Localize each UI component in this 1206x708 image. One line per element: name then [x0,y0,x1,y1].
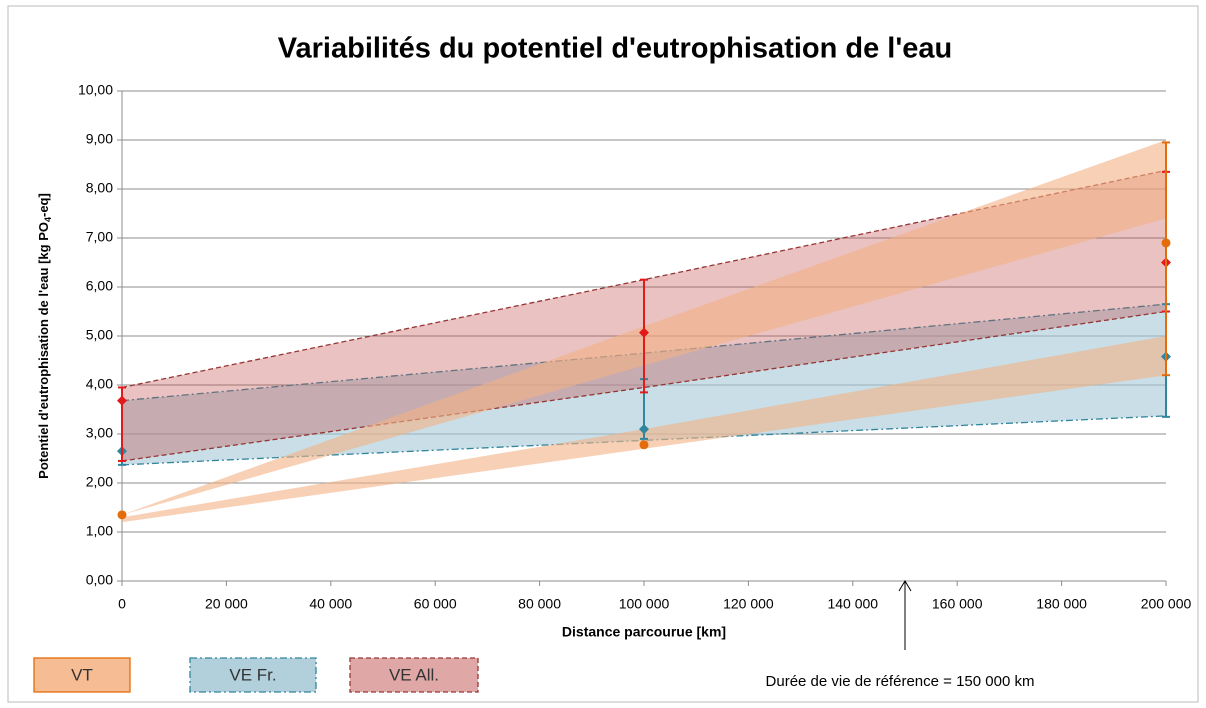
point [639,440,649,450]
y-label-sub: 4 [43,217,53,222]
y-tick-label: 4,00 [86,376,113,392]
y-tick-label: 0,00 [86,572,113,588]
point [117,395,127,406]
legend-label: VT [71,665,93,684]
chart-title: Variabilités du potentiel d'eutrophisati… [278,33,952,65]
annotation-arrowhead [898,580,912,592]
annotation-text: Durée de vie de référence = 150 000 km [766,673,1035,690]
x-axis-label: Distance parcourue [km] [562,624,726,640]
y-tick-label: 9,00 [86,131,113,147]
x-tick-label: 0 [118,596,126,612]
x-tick-label: 140 000 [827,596,878,612]
y-tick-label: 2,00 [86,474,113,490]
x-tick-label: 200 000 [1141,596,1192,612]
y-tick-label: 6,00 [86,278,113,294]
point [639,327,649,338]
error-bar [1162,141,1170,377]
x-tick-label: 20 000 [205,596,248,612]
y-axis-label: Potentiel d'eutrophisation de l'eau [kg … [36,193,53,479]
x-tick-label: 120 000 [723,596,774,612]
point [1161,238,1171,248]
x-tick-label: 180 000 [1036,596,1087,612]
y-tick-label: 5,00 [86,327,113,343]
legend-label: VE Fr. [229,665,276,684]
band-edge [121,303,1167,402]
legend-swatch [33,657,131,693]
y-tick-label: 7,00 [86,229,113,245]
x-tick-label: 60 000 [414,596,457,612]
y-tick-label: 3,00 [86,425,113,441]
point [117,510,127,520]
y-tick-label: 8,00 [86,180,113,196]
y-tick-label: 1,00 [86,523,113,539]
x-tick-label: 160 000 [932,596,983,612]
x-tick-label: 80 000 [518,596,561,612]
band-edge [121,415,1167,466]
point [639,424,649,435]
y-label-main: Potentiel d'eutrophisation de l'eau [kg … [36,222,51,479]
legend-swatch [189,657,317,693]
legend-swatch [349,657,479,693]
x-tick-label: 40 000 [309,596,352,612]
y-label-end: -eq] [36,193,51,217]
x-tick-label: 100 000 [619,596,670,612]
y-tick-label: 10,00 [78,82,113,98]
legend-label: VE All. [389,665,439,684]
